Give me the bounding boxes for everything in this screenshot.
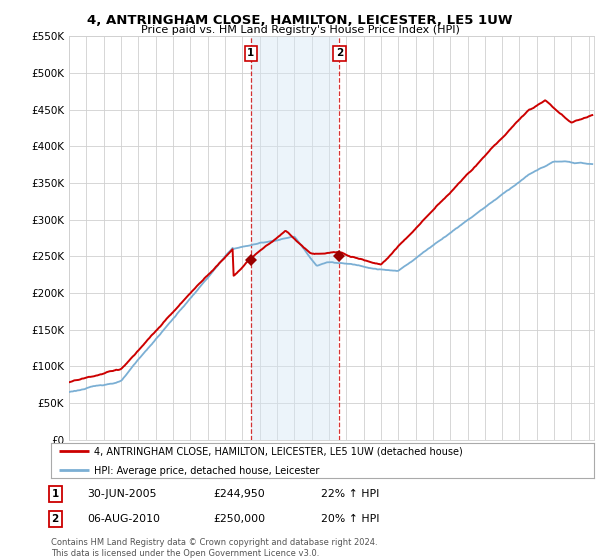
Text: 1: 1 bbox=[247, 49, 254, 58]
Text: 06-AUG-2010: 06-AUG-2010 bbox=[87, 514, 160, 524]
Text: 4, ANTRINGHAM CLOSE, HAMILTON, LEICESTER, LE5 1UW: 4, ANTRINGHAM CLOSE, HAMILTON, LEICESTER… bbox=[87, 14, 513, 27]
Text: 4, ANTRINGHAM CLOSE, HAMILTON, LEICESTER, LE5 1UW (detached house): 4, ANTRINGHAM CLOSE, HAMILTON, LEICESTER… bbox=[94, 447, 463, 456]
Text: Price paid vs. HM Land Registry's House Price Index (HPI): Price paid vs. HM Land Registry's House … bbox=[140, 25, 460, 35]
Text: 30-JUN-2005: 30-JUN-2005 bbox=[87, 489, 157, 499]
Text: Contains HM Land Registry data © Crown copyright and database right 2024.
This d: Contains HM Land Registry data © Crown c… bbox=[51, 538, 377, 558]
Text: 22% ↑ HPI: 22% ↑ HPI bbox=[321, 489, 379, 499]
Text: HPI: Average price, detached house, Leicester: HPI: Average price, detached house, Leic… bbox=[94, 466, 320, 476]
Text: £244,950: £244,950 bbox=[213, 489, 265, 499]
Text: 1: 1 bbox=[52, 489, 59, 499]
Text: 2: 2 bbox=[52, 514, 59, 524]
Text: £250,000: £250,000 bbox=[213, 514, 265, 524]
Text: 20% ↑ HPI: 20% ↑ HPI bbox=[321, 514, 380, 524]
Text: 2: 2 bbox=[335, 49, 343, 58]
